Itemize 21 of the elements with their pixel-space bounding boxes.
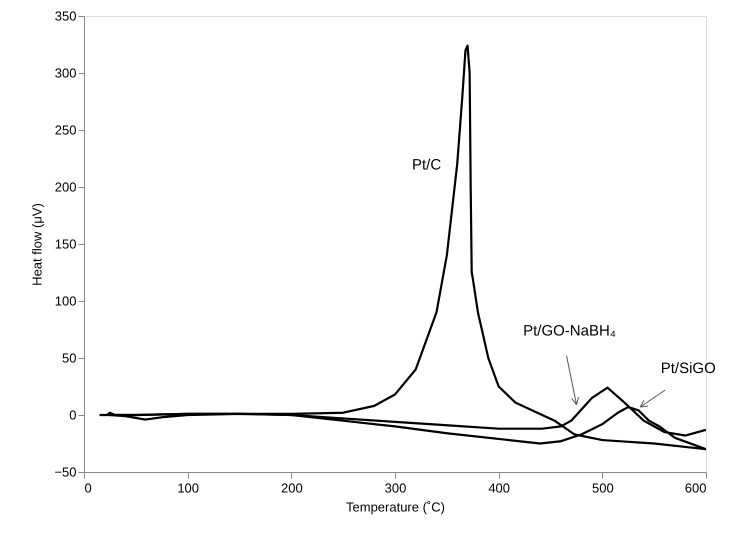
y-tick-label: 250 — [54, 122, 76, 138]
x-tick-label: 100 — [177, 480, 200, 496]
y-axis-title: Heat flow (μV) — [29, 203, 44, 286]
x-tick-label: 0 — [84, 480, 92, 496]
text: Pt/GO-NaBH₄ — [523, 322, 616, 340]
x-tick-label: 500 — [592, 480, 614, 496]
x-tick-label: 300 — [384, 480, 406, 496]
text: Pt/SiGO — [660, 360, 716, 378]
y-tick-label: 150 — [54, 236, 76, 252]
x-axis-title: Temperature (˚C) — [346, 500, 445, 514]
series-label: Pt/C — [412, 156, 442, 174]
y-tick-label: −50 — [54, 464, 76, 480]
y-tick-label: 0 — [69, 408, 76, 422]
y-tick-label: 350 — [54, 8, 76, 24]
y-tick-label: 300 — [54, 66, 76, 80]
x-tick-label: 600 — [684, 480, 706, 496]
y-tick-label: 50 — [62, 350, 76, 366]
y-tick-label: 200 — [54, 180, 76, 194]
y-tick-label: 100 — [54, 294, 76, 308]
x-tick-label: 400 — [488, 480, 510, 496]
x-tick-label: 200 — [280, 480, 303, 496]
